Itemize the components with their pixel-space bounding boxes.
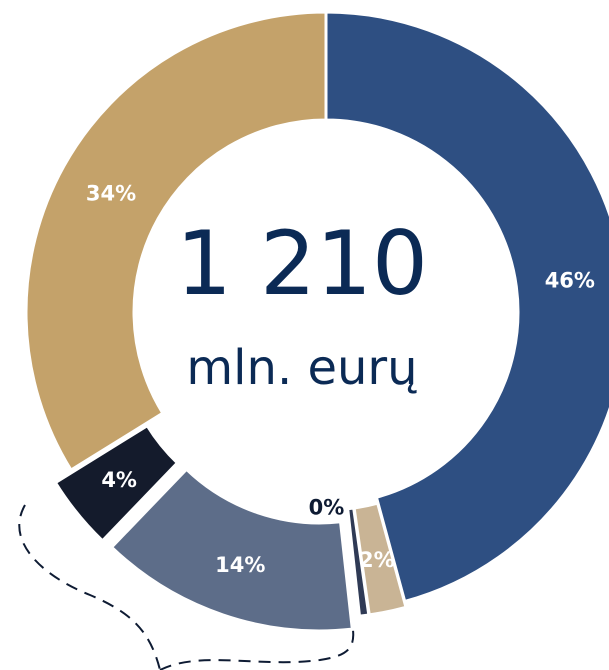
center-total-value: 1 210 (176, 212, 428, 315)
donut-slices (24, 10, 609, 633)
slice-label-0: 46% (545, 268, 595, 292)
annotation-dashed-bracket (18, 504, 355, 670)
slice-label-5: 34% (86, 181, 136, 205)
center-total-unit: mln. eurų (186, 340, 417, 396)
slice-labels: 46% 2% 0% 14% 4% 34% (86, 181, 595, 576)
slice-label-1: 2% (359, 548, 395, 572)
donut-slice-3 (109, 467, 354, 633)
slice-label-3: 14% (215, 553, 265, 577)
donut-slice-0 (324, 10, 609, 604)
slice-label-4: 4% (101, 468, 137, 492)
donut-slice-4 (53, 423, 180, 543)
donut-slice-5 (24, 10, 328, 473)
donut-slice-2 (346, 506, 371, 618)
slice-label-2: 0% (309, 495, 345, 519)
